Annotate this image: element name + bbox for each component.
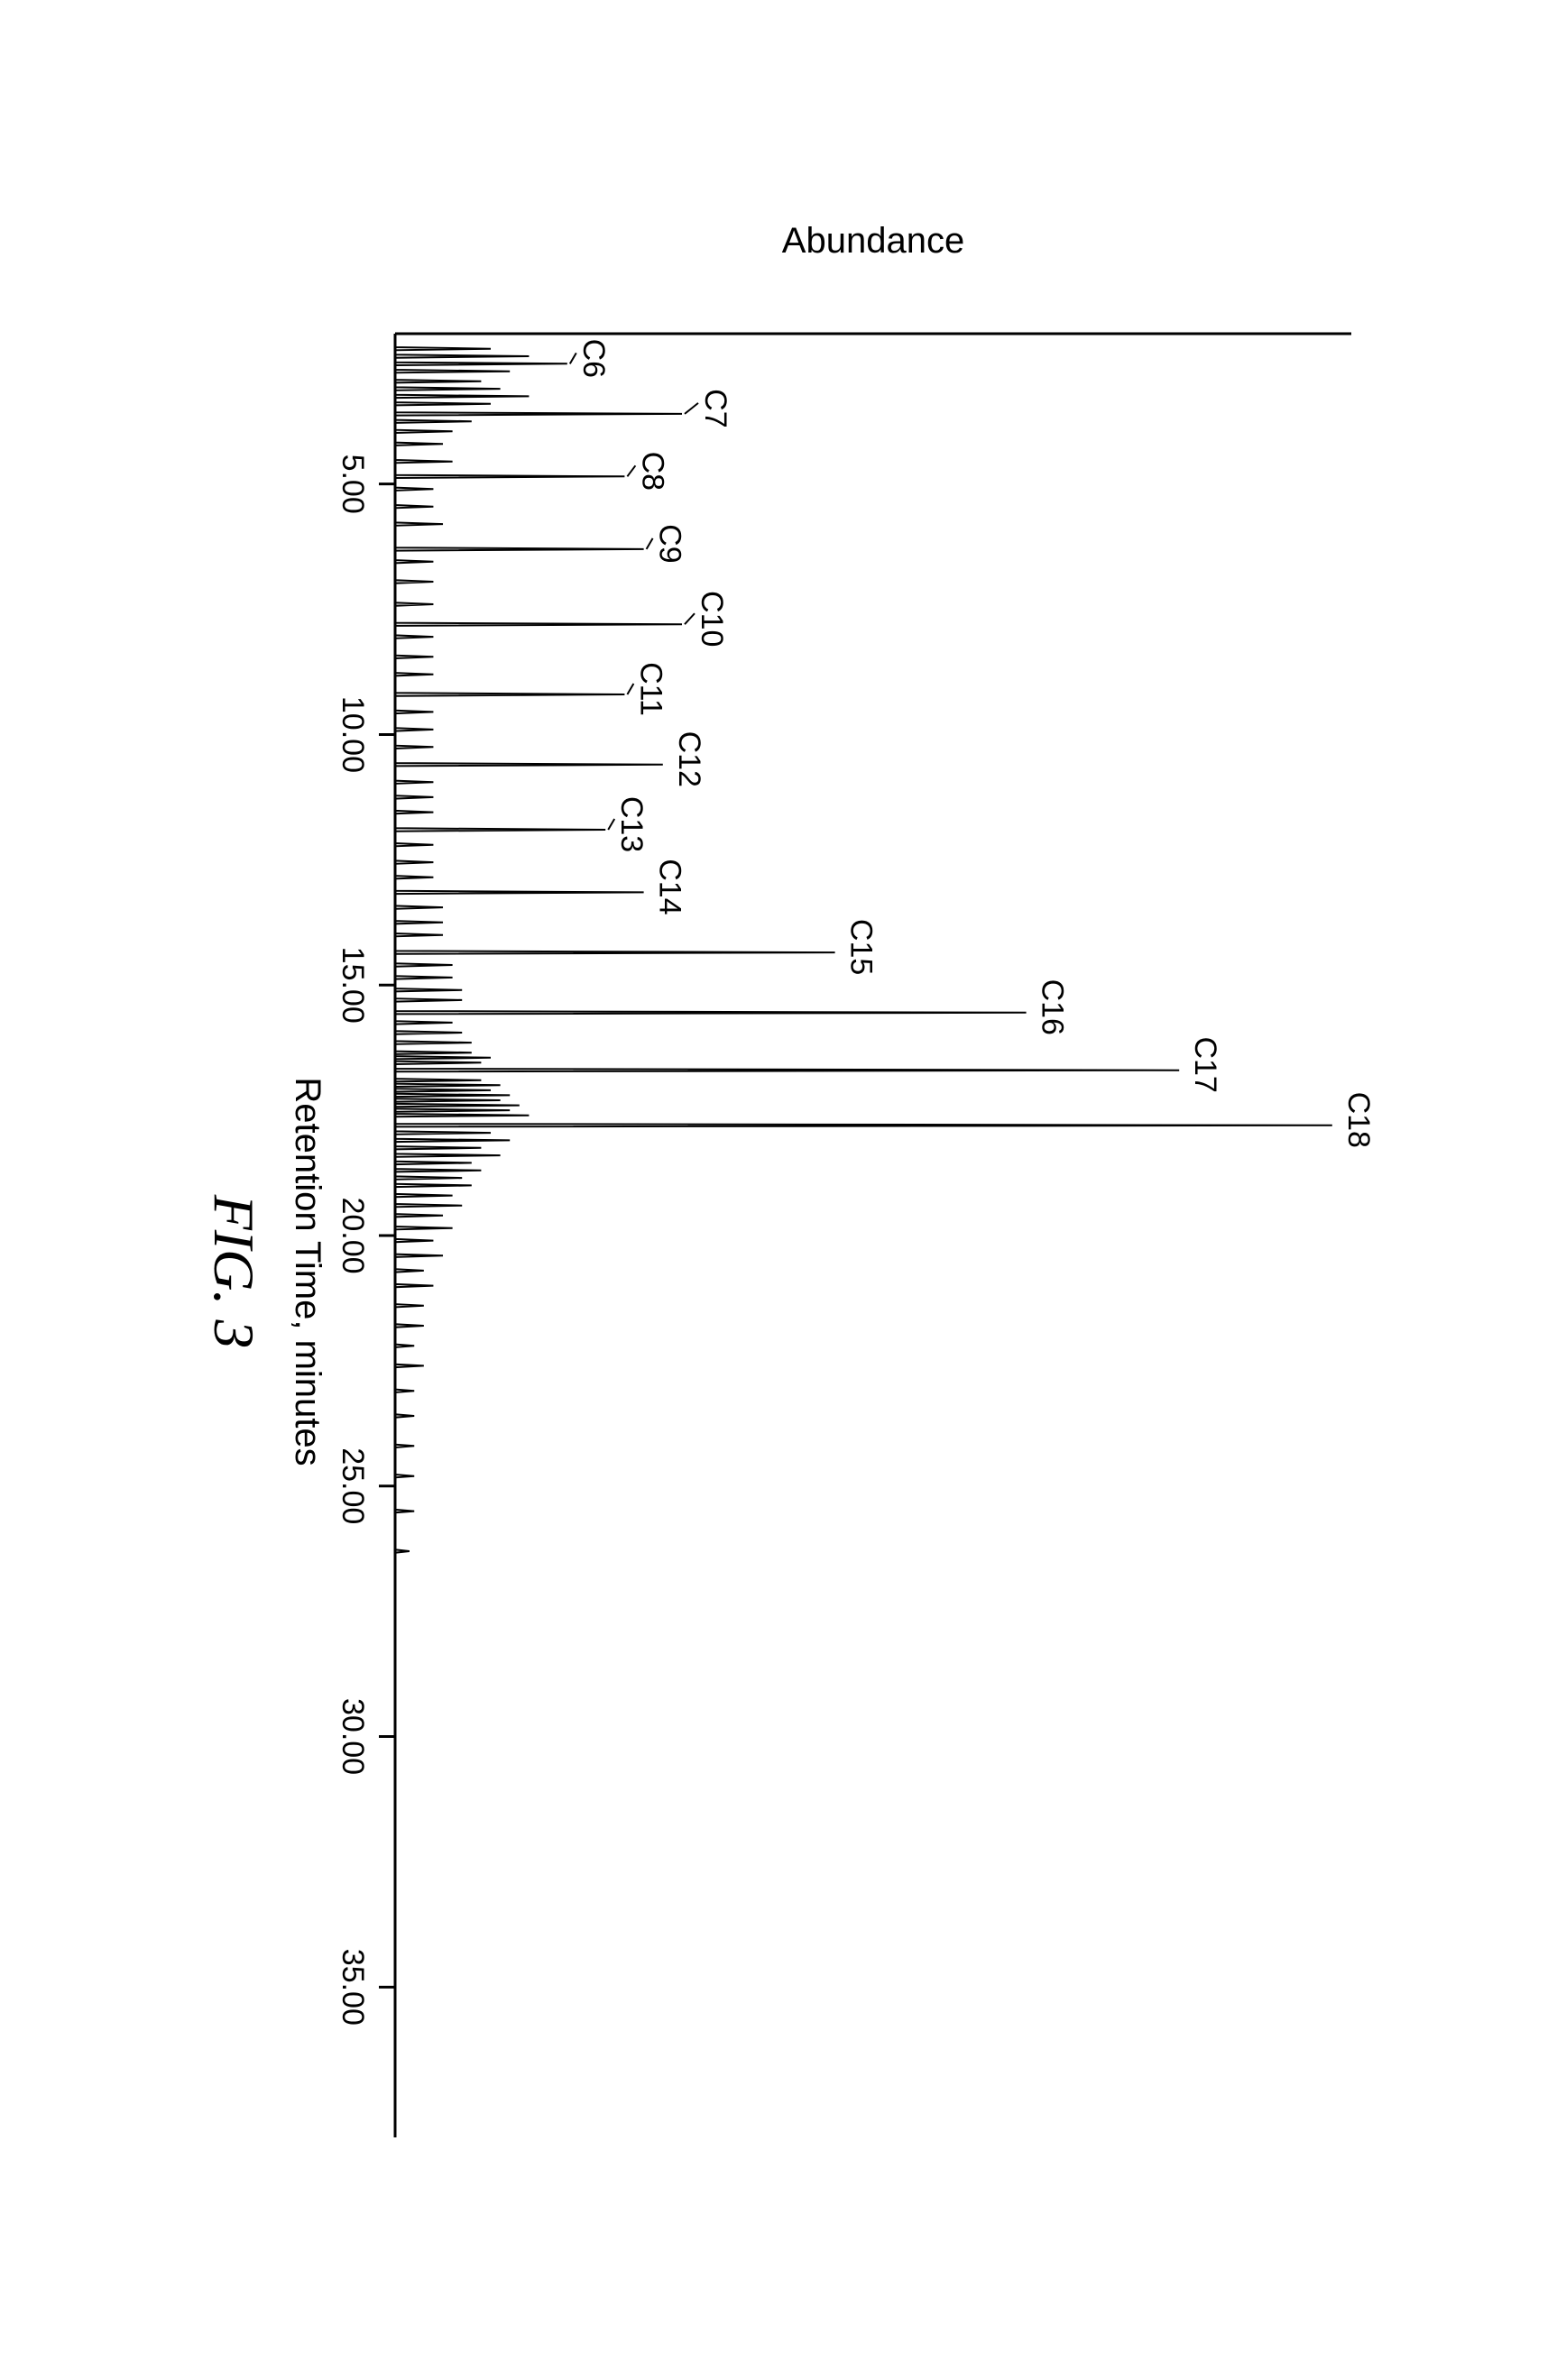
peak-leader-line bbox=[608, 819, 614, 830]
peak-label: C6 bbox=[576, 338, 611, 377]
x-tick-label: 5.00 bbox=[336, 454, 370, 513]
y-axis-label: Abundance bbox=[782, 221, 964, 261]
x-tick-label: 25.00 bbox=[336, 1447, 370, 1524]
peak-label: C16 bbox=[1036, 979, 1070, 1034]
x-tick-label: 30.00 bbox=[336, 1698, 370, 1775]
chromatogram-chart: 5.00 10.00 15.00 20.00 25.00 30.00 35.00 Retent… bbox=[106, 153, 1460, 2228]
peak-leader-line bbox=[627, 684, 633, 694]
peak-label: C11 bbox=[633, 662, 668, 716]
peak-label: C8 bbox=[635, 451, 669, 490]
chromatogram-trace bbox=[395, 334, 1332, 2137]
x-ticks-group: 5.00 10.00 15.00 20.00 25.00 30.00 35.00 bbox=[336, 454, 395, 2025]
peak-leader-line bbox=[685, 402, 698, 413]
peak-label: C18 bbox=[1341, 1091, 1376, 1147]
peak-label: C9 bbox=[653, 524, 687, 563]
peak-label: C17 bbox=[1188, 1036, 1222, 1092]
axes-group bbox=[395, 334, 1351, 2137]
peak-labels-group: C6 C7 C8 C9C10 C11C12 C13C14 C15 C16 C17 C18 bbox=[570, 338, 1376, 1147]
peak-label: C15 bbox=[844, 918, 879, 974]
peak-leader-line bbox=[627, 465, 635, 476]
figure-container: 5.00 10.00 15.00 20.00 25.00 30.00 35.00 Retent… bbox=[106, 153, 1460, 2228]
x-axis-label: Retention Time, minutes bbox=[288, 1077, 327, 1466]
peak-leader-line bbox=[570, 353, 576, 363]
peak-label: C14 bbox=[653, 859, 687, 914]
x-tick-label: 20.00 bbox=[336, 1197, 370, 1273]
peak-label: C7 bbox=[698, 389, 732, 427]
peak-label: C13 bbox=[614, 795, 649, 851]
peak-leader-line bbox=[685, 613, 695, 624]
figure-caption: FIG. 3 bbox=[202, 1193, 266, 1348]
x-tick-label: 10.00 bbox=[336, 695, 370, 772]
x-tick-label: 35.00 bbox=[336, 1948, 370, 2025]
peak-label: C12 bbox=[672, 731, 706, 786]
peak-leader-line bbox=[647, 538, 653, 548]
peak-label: C10 bbox=[695, 591, 729, 647]
x-tick-label: 15.00 bbox=[336, 946, 370, 1023]
